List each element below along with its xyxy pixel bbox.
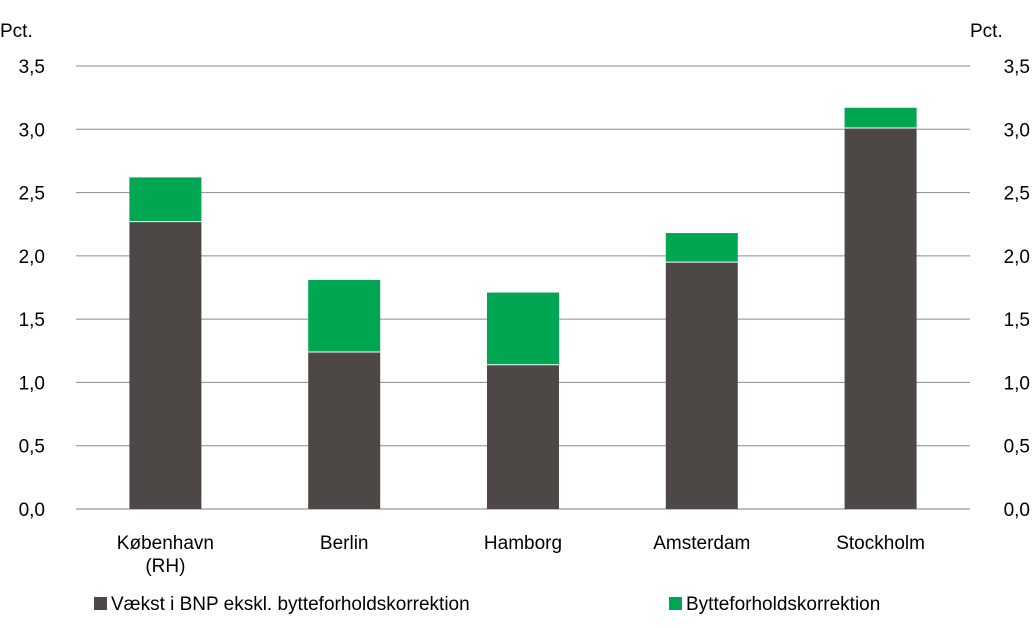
y-tick-label-right: 1,0 [1004, 373, 1030, 394]
axes: 0,0 0,0 0,5 0,5 1,0 1,0 1,5 1,5 2,0 2,0 2,5 2,5 3,0 3… [19, 57, 1030, 577]
y-tick-label-right: 3,5 [1004, 57, 1030, 78]
y-tick-label-left: 2,5 [19, 184, 45, 205]
y-tick-label-right: 0,5 [1004, 437, 1030, 458]
y-tick-label-left: 1,0 [19, 373, 45, 394]
y-tick-label-left: 1,5 [19, 310, 45, 331]
x-tick-label: Hamborg [484, 533, 562, 554]
y-tick-label-left: 3,0 [19, 120, 45, 141]
y-tick-label-left: 3,5 [19, 57, 45, 78]
y-tick-label-left: 2,0 [19, 247, 45, 268]
bar-terms-of-trade [308, 279, 381, 353]
y-tick-label-right: 0,0 [1004, 500, 1030, 521]
y-axis-label-right: Pct. [970, 21, 1003, 42]
y-tick-label-right: 2,0 [1004, 247, 1030, 268]
bar-gdp-growth [308, 352, 381, 509]
legend-swatch-gdp-growth [94, 597, 107, 610]
bar-gdp-growth [844, 128, 917, 509]
bar-gdp-growth [665, 262, 738, 509]
y-tick-label-right: 2,5 [1004, 184, 1030, 205]
bars [129, 107, 917, 509]
y-tick-label-left: 0,0 [19, 500, 45, 521]
y-tick-label-left: 0,5 [19, 437, 45, 458]
x-tick-label: Amsterdam [653, 533, 750, 554]
bar-terms-of-trade [487, 292, 559, 365]
x-tick-label: Stockholm [836, 533, 925, 554]
bar-terms-of-trade [665, 233, 738, 263]
x-tick-label: København (RH) [117, 533, 214, 577]
legend-label-terms-of-trade: Bytteforholdskorrektion [686, 594, 880, 615]
bar-gdp-growth [129, 221, 202, 509]
y-tick-label-right: 1,5 [1004, 310, 1030, 331]
legend: Vækst i BNP ekskl. bytteforholdskorrekti… [94, 594, 880, 615]
legend-label-gdp-growth: Vækst i BNP ekskl. bytteforholdskorrekti… [111, 594, 470, 615]
bar-gdp-growth [487, 364, 559, 509]
y-tick-label-right: 3,0 [1004, 120, 1030, 141]
legend-swatch-terms-of-trade [669, 597, 682, 610]
x-tick-label: Berlin [320, 533, 369, 554]
y-axis-label-left: Pct. [0, 21, 33, 42]
bar-terms-of-trade [129, 177, 202, 222]
bar-terms-of-trade [844, 107, 917, 129]
